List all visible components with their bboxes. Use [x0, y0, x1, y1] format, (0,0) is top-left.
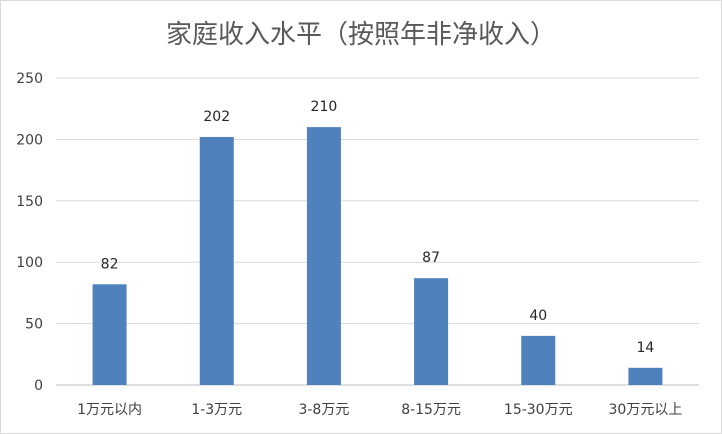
data-label-4: 40	[529, 308, 547, 324]
data-label-0: 82	[101, 256, 119, 272]
data-label-2: 210	[311, 99, 338, 115]
x-tick-label-1: 1-3万元	[191, 402, 242, 418]
bar-5	[628, 367, 663, 385]
y-tick-label-200: 200	[16, 132, 43, 148]
bars	[92, 127, 663, 386]
x-tick-label-5: 30万元以上	[609, 402, 683, 418]
x-tick-label-4: 15-30万元	[504, 402, 573, 418]
y-tick-label-150: 150	[16, 194, 43, 210]
bar-0	[92, 284, 127, 385]
x-tick-label-3: 8-15万元	[401, 402, 461, 418]
data-label-5: 14	[637, 340, 655, 356]
data-label-1: 202	[203, 109, 230, 125]
y-tick-label-50: 50	[25, 317, 43, 333]
gridlines	[56, 77, 699, 386]
x-tick-label-0: 1万元以内	[77, 402, 142, 418]
bar-4	[521, 335, 556, 385]
y-axis-ticks: 0 50 100 150 200 250	[16, 71, 43, 394]
y-tick-label-0: 0	[34, 378, 43, 394]
chart-title: 家庭收入水平（按照年非净收入）	[166, 20, 556, 50]
x-tick-label-2: 3-8万元	[298, 402, 349, 418]
data-label-3: 87	[422, 250, 440, 266]
y-tick-label-250: 250	[16, 71, 43, 87]
y-tick-label-100: 100	[16, 255, 43, 271]
bar-2	[306, 127, 341, 386]
bar-1	[199, 136, 234, 385]
x-axis-ticks: 1万元以内 1-3万元 3-8万元 8-15万元 15-30万元 30万元以上	[77, 402, 682, 418]
data-labels: 82 202 210 87 40 14	[101, 99, 655, 356]
bar-3	[414, 278, 449, 385]
